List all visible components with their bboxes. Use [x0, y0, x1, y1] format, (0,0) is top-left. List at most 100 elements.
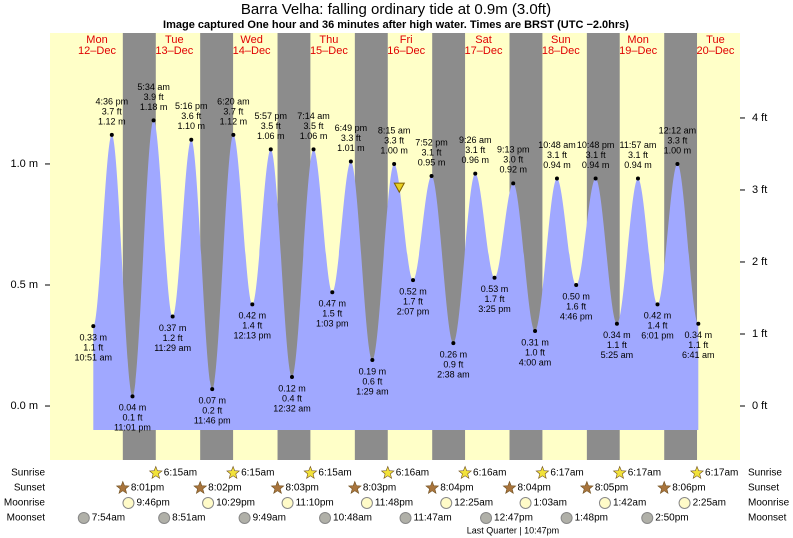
tide-ft: 3.3 ft [384, 135, 405, 145]
sunrise-time: 6:15am [318, 468, 351, 479]
day-weekday: Mon [627, 34, 648, 46]
tide-ft: 0.9 ft [443, 359, 464, 369]
tide-m: 1.12 m [98, 116, 126, 126]
tide-time: 12:32 am [273, 403, 311, 413]
tide-ft: 0.6 ft [362, 376, 383, 386]
moonrise-icon [598, 497, 611, 509]
tide-ft: 0.2 ft [202, 405, 223, 415]
tide-m: 1.06 m [257, 131, 285, 141]
moonset-time: 8:51am [172, 513, 205, 524]
tide-point [635, 176, 640, 181]
sunset-time: 8:04pm [518, 483, 551, 494]
moonrise-icon [678, 497, 691, 509]
moonrise-time: 2:25am [693, 498, 726, 509]
sunset-time: 8:03pm [286, 483, 319, 494]
tide-point [151, 118, 156, 123]
sunrise-icon [380, 465, 395, 479]
day-date: 19–Dec [619, 45, 657, 57]
sunrise-time: 6:17am [628, 468, 661, 479]
tide-point [170, 314, 175, 319]
moonset-time: 1:48pm [575, 513, 608, 524]
day-date: 17–Dec [465, 45, 503, 57]
tide-point [614, 321, 619, 326]
tide-m: 0.19 m [359, 366, 387, 376]
tide-m: 1.12 m [220, 116, 248, 126]
moonset-time: 9:49am [253, 513, 286, 524]
tide-time: 11:29 am [154, 343, 191, 353]
day-weekday: Tue [165, 34, 184, 46]
tide-m: 0.04 m [119, 403, 147, 413]
tide-time: 10:48 am [538, 140, 576, 150]
event-row-label: Moonrise [4, 498, 46, 509]
moonrise-icon [281, 497, 294, 509]
moonrise-time: 9:46pm [136, 498, 169, 509]
tide-m: 0.31 m [521, 337, 549, 347]
tide-time: 5:34 am [137, 82, 170, 92]
y-tick-label: 0.5 m [10, 279, 38, 291]
tide-time: 1:03 pm [316, 319, 349, 329]
tide-time: 6:01 pm [641, 331, 674, 341]
day-weekday: Sat [475, 34, 492, 46]
tide-m: 0.26 m [440, 349, 468, 359]
event-row-label: Moonset [748, 513, 787, 524]
sunrise-icon [535, 465, 550, 479]
tide-ft: 3.3 ft [667, 135, 688, 145]
tide-m: 0.47 m [319, 299, 347, 309]
sunrise-icon [303, 465, 318, 479]
moonrise-icon [122, 497, 135, 509]
tide-point [473, 171, 478, 176]
tide-time: 12:13 pm [234, 331, 272, 341]
tide-m: 0.96 m [461, 155, 489, 165]
tide-m: 1.00 m [664, 145, 692, 155]
sunrise-time: 6:17am [550, 468, 583, 479]
tide-point [451, 341, 456, 346]
tide-point [392, 161, 397, 166]
tide-ft: 3.7 ft [102, 106, 123, 116]
tide-time: 1:29 am [356, 386, 389, 396]
moonrise-icon [519, 497, 532, 509]
event-row-label: Moonset [7, 513, 46, 524]
sunrise-icon [226, 465, 241, 479]
tide-point [675, 161, 680, 166]
sunrise-icon [148, 465, 163, 479]
tide-m: 0.07 m [198, 395, 226, 405]
moonrise-time: 12:25am [454, 498, 493, 509]
tide-time: 2:07 pm [397, 307, 430, 317]
tide-m: 1.06 m [300, 131, 328, 141]
moonset-icon [399, 512, 412, 524]
day-weekday: Tue [706, 34, 725, 46]
tide-point [311, 147, 316, 152]
sunset-icon [270, 480, 285, 494]
sunrise-icon [690, 465, 704, 479]
moonset-time: 11:47am [414, 513, 452, 524]
moonset-icon [480, 512, 493, 524]
day-weekday: Thu [319, 34, 338, 46]
tide-ft: 1.1 ft [607, 340, 628, 350]
tide-time: 7:14 am [297, 111, 330, 121]
tide-point [370, 358, 375, 363]
tide-m: 0.92 m [499, 165, 527, 175]
event-row-label: Sunset [748, 483, 779, 494]
moonrise-time: 1:42am [613, 498, 646, 509]
tide-ft: 3.5 ft [304, 121, 325, 131]
tide-time: 6:20 am [217, 96, 250, 106]
day-weekday: Fri [400, 34, 413, 46]
day-date: 14–Dec [233, 45, 271, 57]
sunrise-time: 6:15am [164, 468, 197, 479]
y2-tick-label: 1 ft [752, 328, 767, 340]
moonset-icon [641, 512, 654, 524]
tide-ft: 1.4 ft [242, 321, 263, 331]
moonset-time: 12:47pm [494, 513, 533, 524]
tide-point [655, 302, 660, 307]
sunset-time: 8:03pm [363, 483, 396, 494]
tide-time: 9:13 pm [497, 145, 530, 155]
tide-time: 11:01 pm [114, 423, 151, 433]
sunrise-icon [612, 465, 627, 479]
day-weekday: Mon [86, 34, 107, 46]
moonset-icon [238, 512, 251, 524]
tide-ft: 3.3 ft [341, 133, 362, 143]
sunset-time: 8:02pm [208, 483, 241, 494]
tide-point [574, 282, 579, 287]
tide-m: 0.94 m [624, 160, 652, 170]
